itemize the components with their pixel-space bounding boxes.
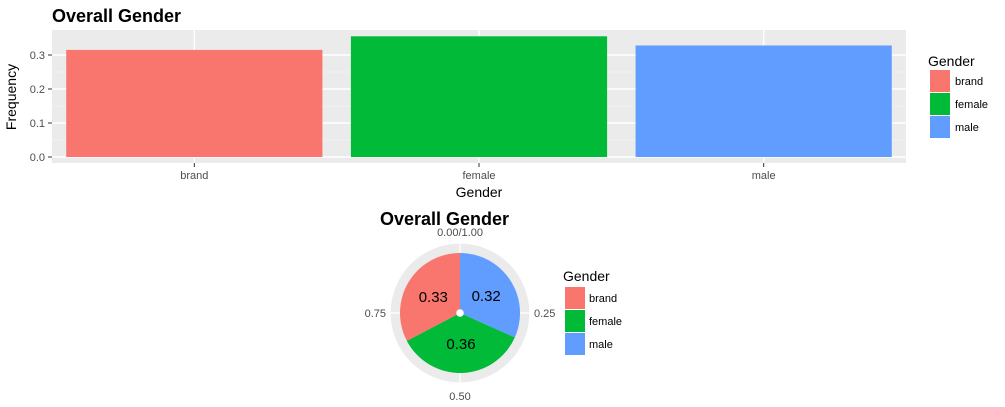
bar-female <box>350 36 608 157</box>
pie-legend-title: Gender <box>563 268 610 284</box>
pie-legend-label-brand: brand <box>589 293 617 305</box>
bar-chart-title: Overall Gender <box>52 6 181 26</box>
pie-slices <box>400 253 521 374</box>
bar-legend-label-male: male <box>955 122 979 134</box>
pie-legend-key-male <box>565 333 585 355</box>
bar-legend-label-brand: brand <box>955 76 983 88</box>
pie-slice-label-female: 0.36 <box>446 336 475 353</box>
bar-x-tick-label: male <box>752 170 776 182</box>
pie-slice-female <box>406 313 515 374</box>
bar-y-tick-label: 0.3 <box>30 50 45 62</box>
pie-legend-label-female: female <box>589 316 622 328</box>
bar-y-tick-label: 0.2 <box>30 84 45 96</box>
pie-legend-key-female <box>565 310 585 332</box>
pie-chart-title: Overall Gender <box>380 209 509 229</box>
pie-legend-label-male: male <box>589 339 613 351</box>
bar-legend: Gender brand female male <box>928 53 988 138</box>
pie-angle-axis: 0.00/1.00 0.25 0.50 0.75 <box>365 227 556 403</box>
bar-male <box>635 45 892 158</box>
pie-angle-tick-label: 0.25 <box>534 308 555 320</box>
bar-y-axis-label: Frequency <box>3 64 19 130</box>
pie-slice-labels: 0.32 0.36 0.33 <box>419 288 501 353</box>
pie-slice-brand <box>400 253 460 341</box>
bar-chart: Overall Gender 0.0 0.1 0.2 0.3 brand female m… <box>3 6 988 200</box>
bar-legend-title: Gender <box>928 53 975 69</box>
bar-y-axis: 0.0 0.1 0.2 0.3 <box>30 50 52 164</box>
bar-series <box>66 36 892 158</box>
pie-chart: Overall Gender 0.32 0.36 0.33 0.00/1.00 0.2… <box>365 209 622 403</box>
bar-legend-key-male <box>930 116 950 138</box>
pie-slice-label-brand: 0.33 <box>419 289 448 306</box>
pie-angle-tick-label: 0.75 <box>365 308 386 320</box>
bar-legend-key-brand <box>930 70 950 92</box>
pie-legend-items: brand female male <box>565 287 622 355</box>
pie-slice-label-male: 0.32 <box>472 288 501 305</box>
bar-y-tick-label: 0.0 <box>30 152 45 164</box>
bar-x-axis-label: Gender <box>456 184 503 200</box>
pie-slice-male <box>460 253 521 338</box>
pie-center-dot <box>456 309 464 317</box>
bar-x-tick-label: brand <box>180 170 208 182</box>
pie-legend-key-brand <box>565 287 585 309</box>
bar-x-axis: brand female male <box>180 163 776 182</box>
bar-legend-label-female: female <box>955 99 988 111</box>
pie-angle-tick-label: 0.50 <box>449 391 470 403</box>
bar-y-tick-label: 0.1 <box>30 118 45 130</box>
bar-legend-items: brand female male <box>930 70 988 138</box>
bar-x-tick-label: female <box>462 170 495 182</box>
pie-legend: Gender brand female male <box>563 268 622 355</box>
bar-brand <box>66 49 323 157</box>
pie-angle-tick-label: 0.00/1.00 <box>437 227 483 239</box>
bar-legend-key-female <box>930 93 950 115</box>
